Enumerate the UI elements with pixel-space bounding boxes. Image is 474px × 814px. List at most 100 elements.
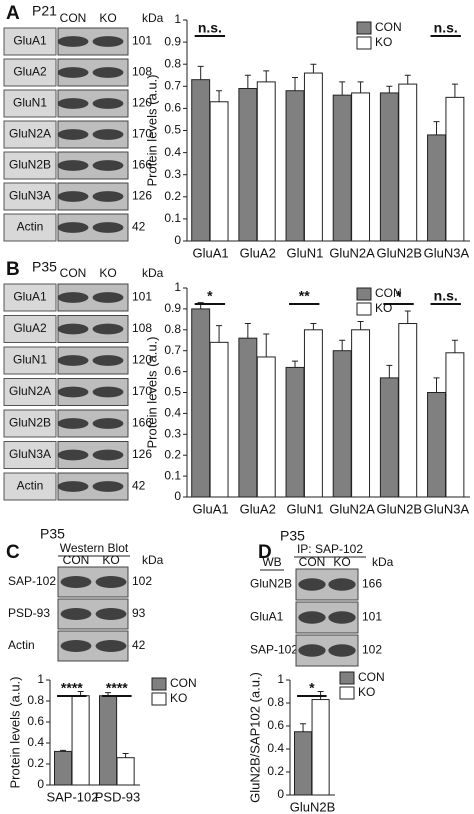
lane-label: KO [99, 266, 116, 280]
blot-band [57, 418, 89, 429]
blot-row-label: GluN1 [13, 96, 47, 110]
error-bar [216, 90, 223, 102]
y-tick-label: 0 [37, 777, 44, 791]
error-bar [216, 325, 223, 343]
legend-swatch [356, 302, 372, 316]
error-bar [310, 323, 317, 330]
blot-band [57, 129, 89, 140]
blot-band [328, 644, 356, 657]
legend-swatch [151, 692, 167, 706]
kda-value: 101 [362, 610, 382, 624]
y-tick-label: 0.8 [267, 695, 284, 709]
blot-band [92, 481, 124, 492]
lane-label: KO [99, 11, 116, 25]
lane-label: CON [63, 553, 90, 567]
kda-value: 170 [132, 384, 152, 398]
blot-band [92, 160, 124, 171]
label-box [3, 27, 57, 56]
blot-row-label: GluA1 [13, 34, 47, 48]
blot-band [92, 386, 124, 398]
y-tick-label: 0 [277, 787, 284, 801]
kda-value: 93 [132, 606, 146, 620]
y-tick-label: 0.5 [164, 123, 181, 137]
kda-header: kDa [142, 11, 164, 25]
legend-label: CON [375, 20, 402, 34]
blot-band [57, 292, 89, 303]
blot-band [57, 449, 89, 461]
bar [332, 350, 352, 498]
y-tick-label: 0 [174, 489, 181, 503]
kda-value: 126 [132, 447, 152, 461]
bar [285, 90, 305, 242]
error-bar [404, 310, 411, 324]
blot-band [95, 608, 127, 620]
legend-swatch [356, 36, 372, 50]
blot-band [298, 644, 326, 657]
y-tick-label: 0.3 [164, 167, 181, 181]
wb-label: WB [262, 555, 281, 569]
legend-swatch [339, 671, 355, 685]
blot-band [298, 611, 326, 624]
x-tick-label: GluA1 [193, 245, 229, 260]
label-box [3, 89, 57, 118]
kda-value: 120 [132, 353, 152, 367]
error-bar [451, 83, 458, 98]
y-tick-label: 0.6 [267, 718, 284, 732]
label-box [3, 120, 57, 149]
bar [398, 323, 418, 498]
blot-band [95, 640, 127, 652]
bar [209, 341, 229, 498]
y-tick-label: 0.7 [164, 78, 181, 92]
error-bar [60, 749, 67, 752]
kda-value: 166 [362, 577, 382, 591]
bar [116, 757, 135, 786]
label-box [3, 58, 57, 87]
kda-value: 102 [362, 643, 382, 657]
bar [427, 134, 446, 242]
bar [191, 79, 211, 242]
bar [351, 329, 371, 498]
y-tick-label: 0.4 [27, 735, 44, 749]
bar [209, 101, 229, 242]
y-tick-label: 0.9 [164, 301, 181, 315]
x-tick-label: GluN3A [424, 501, 470, 516]
error-bar [263, 333, 270, 357]
axes [289, 680, 335, 796]
y-tick-label: 1 [277, 672, 284, 686]
y-axis-label: Protein levels (a.u.) [144, 337, 159, 449]
axes [186, 288, 470, 498]
blot-row-label: GluN3A [9, 189, 51, 203]
blot-band [95, 576, 127, 588]
blot-band [57, 355, 89, 366]
kda-header: kDa [142, 266, 164, 280]
blot-band [57, 481, 89, 492]
blot-band [57, 36, 89, 47]
kda-value: 101 [132, 34, 152, 48]
error-bar [433, 121, 440, 135]
legend-label: KO [375, 301, 392, 315]
legend-swatch [151, 677, 167, 691]
y-tick-label: 0.6 [27, 714, 44, 728]
blot-band [298, 578, 326, 591]
blot-row-label: GluA2 [13, 65, 47, 79]
significance-label: n.s. [434, 20, 458, 36]
bar [256, 81, 276, 242]
age-label: P21 [32, 3, 57, 19]
label-box [3, 182, 57, 211]
bar [398, 83, 418, 242]
x-tick-label: GluN2B [290, 799, 336, 814]
bar [294, 731, 313, 796]
bar [54, 750, 73, 786]
y-tick-label: 0.9 [164, 34, 181, 48]
error-bar [300, 723, 307, 732]
y-tick-label: 1 [174, 12, 181, 26]
y-tick-label: 0 [174, 233, 181, 247]
bar [285, 366, 305, 498]
error-bar [451, 339, 458, 353]
kda-value: 170 [132, 127, 152, 141]
blot-band [60, 608, 92, 620]
bar [445, 96, 465, 242]
label-box [3, 151, 57, 180]
error-bar [357, 81, 364, 93]
bar [238, 88, 258, 242]
